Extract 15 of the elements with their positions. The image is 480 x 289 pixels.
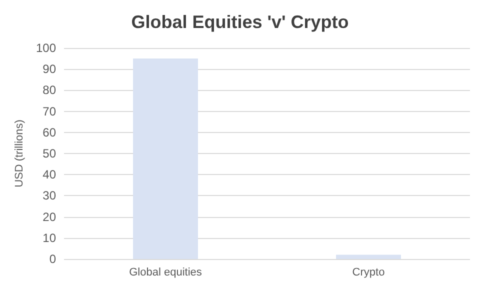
y-tick-label: 30 (42, 188, 56, 203)
y-tick-label: 0 (49, 252, 56, 266)
y-tick-label: 40 (42, 168, 56, 182)
x-tick-label: Crypto (352, 266, 385, 278)
y-tick-label: 90 (42, 62, 56, 76)
y-tick-label: 10 (42, 230, 56, 245)
y-tick-label: 60 (42, 125, 56, 140)
x-tick-label: Global equities (129, 266, 202, 278)
y-tick-label: 100 (36, 41, 56, 55)
y-tick-label: 70 (42, 104, 56, 118)
y-tick-label: 80 (42, 83, 56, 98)
chart-title: Global Equities 'v' Crypto (131, 12, 349, 32)
y-axis-title: USD (trillions) (14, 120, 26, 188)
y-tick-label: 50 (42, 146, 56, 160)
y-tick-label: 20 (42, 210, 56, 224)
